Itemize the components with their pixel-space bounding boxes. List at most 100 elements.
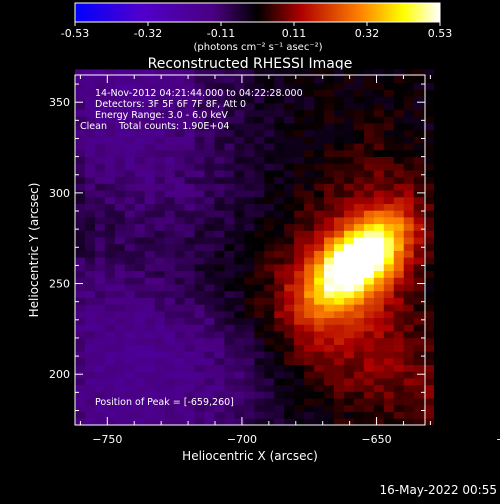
heatmap-cell — [403, 257, 415, 265]
heatmap-cell — [154, 203, 166, 211]
heatmap-cell — [114, 304, 126, 312]
heatmap-cell — [324, 109, 335, 117]
heatmap-cell — [184, 102, 195, 111]
heatmap-cell — [104, 277, 116, 285]
heatmap-cell — [114, 391, 126, 399]
heatmap-cell — [403, 263, 415, 272]
heatmap-cell — [284, 351, 295, 359]
peak-position-label: Position of Peak = [-659,260] — [95, 397, 234, 408]
heatmap-cell — [294, 418, 305, 426]
heatmap-cell — [343, 257, 355, 265]
heatmap-cell — [174, 331, 185, 339]
heatmap-cell — [353, 102, 365, 111]
heatmap-cell — [334, 76, 345, 84]
heatmap-cell — [154, 277, 166, 285]
heatmap-cell — [144, 344, 156, 352]
heatmap-cell — [343, 337, 355, 345]
heatmap-cell — [75, 351, 86, 359]
heatmap-cell — [254, 123, 265, 131]
heatmap-cell — [363, 378, 375, 386]
heatmap-cell — [363, 250, 375, 258]
heatmap-cell — [244, 364, 255, 372]
heatmap-cell — [204, 418, 215, 426]
heatmap-cell — [184, 176, 195, 184]
heatmap-cell — [314, 384, 325, 392]
heatmap-cell — [224, 310, 235, 319]
heatmap-cell — [264, 230, 275, 238]
heatmap-cell — [274, 263, 285, 272]
heatmap-cell — [413, 317, 425, 325]
heatmap-cell — [284, 143, 295, 151]
heatmap-cell — [383, 210, 395, 218]
heatmap-cell — [324, 324, 335, 332]
heatmap-cell — [254, 149, 265, 158]
heatmap-cell — [363, 149, 375, 158]
heatmap-cell — [403, 317, 415, 325]
heatmap-cell — [134, 223, 146, 231]
heatmap-cell — [373, 82, 385, 90]
heatmap-cell — [413, 384, 425, 392]
heatmap-cell — [334, 317, 345, 325]
heatmap-cell — [124, 143, 136, 151]
heatmap-cell — [353, 149, 365, 158]
heatmap-cell — [194, 136, 205, 144]
heatmap-cell — [383, 331, 395, 339]
heatmap-cell — [334, 331, 345, 339]
heatmap-cell — [174, 230, 185, 238]
heatmap-cell — [244, 156, 255, 164]
heatmap-cell — [413, 149, 425, 158]
heatmap-cell — [194, 357, 205, 366]
heatmap-cell — [164, 257, 176, 265]
heatmap-cell — [224, 263, 235, 272]
heatmap-cell — [164, 216, 176, 225]
heatmap-cell — [373, 324, 385, 332]
heatmap-cell — [413, 102, 425, 111]
heatmap-cell — [254, 297, 265, 305]
heatmap-cell — [294, 404, 305, 412]
heatmap-cell — [353, 89, 365, 97]
heatmap-cell — [244, 82, 255, 90]
heatmap-cell — [94, 263, 106, 272]
heatmap-cell — [124, 183, 136, 191]
heatmap-cell — [334, 123, 345, 131]
heatmap-cell — [274, 170, 285, 178]
heatmap-cell — [324, 304, 335, 312]
heatmap-cell — [114, 257, 126, 265]
heatmap-cell — [353, 364, 365, 372]
heatmap-cell — [353, 290, 365, 298]
heatmap-cell — [174, 378, 185, 386]
heatmap-cell — [264, 149, 275, 158]
heatmap-cell — [244, 109, 255, 117]
heatmap-cell — [284, 223, 295, 231]
heatmap-cell — [363, 337, 375, 345]
heatmap-cell — [324, 123, 335, 131]
heatmap-cell — [403, 203, 415, 211]
heatmap-cell — [194, 317, 205, 325]
heatmap-cell — [94, 337, 106, 345]
heatmap-cell — [154, 404, 166, 412]
heatmap-cell — [353, 190, 365, 198]
heatmap-cell — [423, 250, 435, 258]
heatmap-cell — [75, 384, 86, 392]
heatmap-cell — [224, 89, 235, 97]
heatmap-cell — [423, 183, 435, 191]
heatmap-cell — [294, 324, 305, 332]
heatmap-cell — [174, 156, 185, 164]
heatmap-cell — [274, 378, 285, 386]
heatmap-cell — [174, 357, 185, 366]
heatmap-cell — [373, 216, 385, 225]
heatmap-cell — [134, 284, 146, 292]
heatmap-cell — [274, 129, 285, 137]
heatmap-cell — [284, 156, 295, 164]
heatmap-cell — [75, 123, 86, 131]
heatmap-cell — [204, 76, 215, 84]
heatmap-cell — [234, 310, 245, 319]
heatmap-cell — [343, 404, 355, 412]
heatmap-cell — [264, 310, 275, 319]
heatmap-cell — [353, 237, 365, 245]
heatmap-cell — [314, 297, 325, 305]
heatmap-cell — [75, 404, 86, 412]
heatmap-cell — [224, 418, 235, 426]
heatmap-cell — [254, 136, 265, 144]
heatmap-cell — [294, 102, 305, 111]
